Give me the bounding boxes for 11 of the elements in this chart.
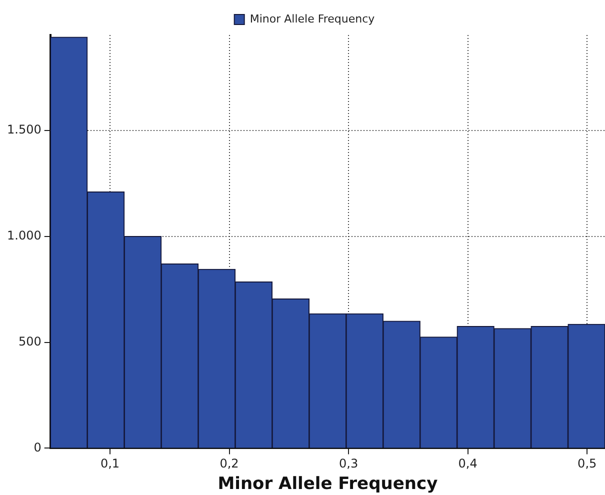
y-tick-label: 500 (18, 334, 42, 348)
x-tick-label: 0,1 (100, 456, 120, 471)
y-tick-label: 1.000 (6, 228, 42, 242)
x-tick-label: 0,2 (220, 456, 239, 471)
x-tick-label: 0,3 (339, 456, 358, 471)
x-tick-label: 0,5 (578, 456, 597, 471)
legend-label: Minor Allele Frequency (250, 12, 376, 26)
y-tick-label: 1.500 (6, 122, 42, 136)
x-tick-label: 0,4 (458, 456, 478, 471)
y-tick-label: 0 (34, 440, 42, 454)
x-axis-title: Minor Allele Frequency (218, 474, 438, 494)
